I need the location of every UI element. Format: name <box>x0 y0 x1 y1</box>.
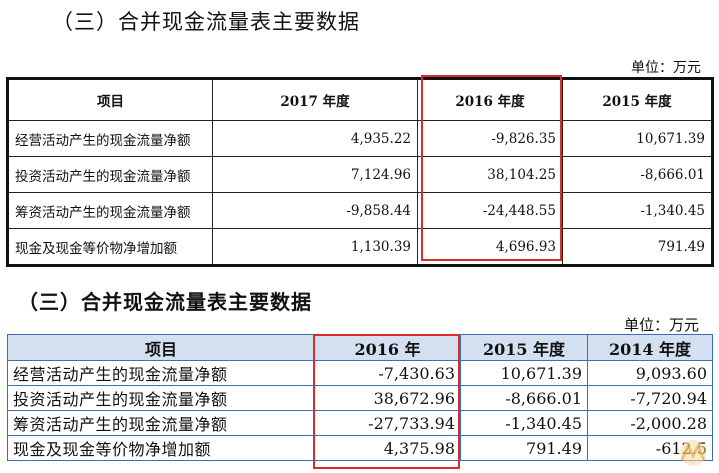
cell-value: -9,858.44 <box>212 192 418 229</box>
cell-value: -8,666.01 <box>460 385 588 411</box>
cell-value: 38,672.96 <box>314 385 461 411</box>
table-row: 现金及现金等价物净增加额 1,130.39 4,696.93 791.49 <box>6 228 714 267</box>
cell-value: -8,666.01 <box>562 156 714 193</box>
table-row: 经营活动产生的现金流量净额 4,935.22 -9,826.35 10,671.… <box>6 120 714 157</box>
table-row: 筹资活动产生的现金流量净额 -27,733.94 -1,340.45 -2,00… <box>7 410 713 436</box>
cell-value: -2,000.28 <box>587 410 713 436</box>
row-label: 经营活动产生的现金流量净额 <box>7 360 315 386</box>
cell-value: -27,733.94 <box>314 410 461 436</box>
cashflow-table-2016: 项目 2016 年 2015 年度 2014 年度 经营活动产生的现金流量净额 … <box>7 334 713 461</box>
cell-value: 1,130.39 <box>212 228 418 267</box>
row-label: 现金及现金等价物净增加额 <box>7 435 315 461</box>
section1-unit: 单位：万元 <box>631 60 701 76</box>
row-label: 现金及现金等价物净增加额 <box>6 228 213 267</box>
cell-value: 10,671.39 <box>562 120 714 157</box>
header-2016: 2016 年 <box>314 334 461 361</box>
table-row: 投资活动产生的现金流量净额 7,124.96 38,104.25 -8,666.… <box>6 156 714 193</box>
cell-value: -24,448.55 <box>417 192 563 229</box>
table-row: 筹资活动产生的现金流量净额 -9,858.44 -24,448.55 -1,34… <box>6 192 714 229</box>
cell-value: 9,093.60 <box>587 360 713 386</box>
header-item: 项目 <box>6 77 213 121</box>
cell-value: -1,340.45 <box>460 410 588 436</box>
cell-value: 4,935.22 <box>212 120 418 157</box>
section2-title: （三）合并现金流量表主要数据 <box>18 290 312 314</box>
row-label: 投资活动产生的现金流量净额 <box>6 156 213 193</box>
header-item: 项目 <box>7 334 315 361</box>
cell-value: 791.49 <box>562 228 714 267</box>
cell-value: 791.49 <box>460 435 588 461</box>
header-2016: 2016 年度 <box>417 77 563 121</box>
header-2014: 2014 年度 <box>587 334 713 361</box>
cell-value: 7,124.96 <box>212 156 418 193</box>
header-2017: 2017 年度 <box>212 77 418 121</box>
table-row: 现金及现金等价物净增加额 4,375.98 791.49 -612.5 <box>7 435 713 461</box>
header-2015: 2015 年度 <box>562 77 714 121</box>
cell-value: 4,375.98 <box>314 435 461 461</box>
header-2015: 2015 年度 <box>460 334 588 361</box>
cell-value: 38,104.25 <box>417 156 563 193</box>
row-label: 投资活动产生的现金流量净额 <box>7 385 315 411</box>
cell-value: 10,671.39 <box>460 360 588 386</box>
table-header-row: 项目 2017 年度 2016 年度 2015 年度 <box>6 77 714 121</box>
watermark-logo-icon <box>680 440 706 466</box>
cashflow-table-2017: 项目 2017 年度 2016 年度 2015 年度 经营活动产生的现金流量净额… <box>6 77 714 267</box>
cell-value: 4,696.93 <box>417 228 563 267</box>
cell-value: -9,826.35 <box>417 120 563 157</box>
row-label: 筹资活动产生的现金流量净额 <box>7 410 315 436</box>
row-label: 经营活动产生的现金流量净额 <box>6 120 213 157</box>
table-header-row: 项目 2016 年 2015 年度 2014 年度 <box>7 334 713 361</box>
cell-value: -7,430.63 <box>314 360 461 386</box>
cell-value: -7,720.94 <box>587 385 713 411</box>
cell-value: -1,340.45 <box>562 192 714 229</box>
section1-title: （三）合并现金流量表主要数据 <box>52 10 360 34</box>
table-row: 经营活动产生的现金流量净额 -7,430.63 10,671.39 9,093.… <box>7 360 713 386</box>
row-label: 筹资活动产生的现金流量净额 <box>6 192 213 229</box>
section2-unit: 单位：万元 <box>623 316 699 334</box>
table-row: 投资活动产生的现金流量净额 38,672.96 -8,666.01 -7,720… <box>7 385 713 411</box>
